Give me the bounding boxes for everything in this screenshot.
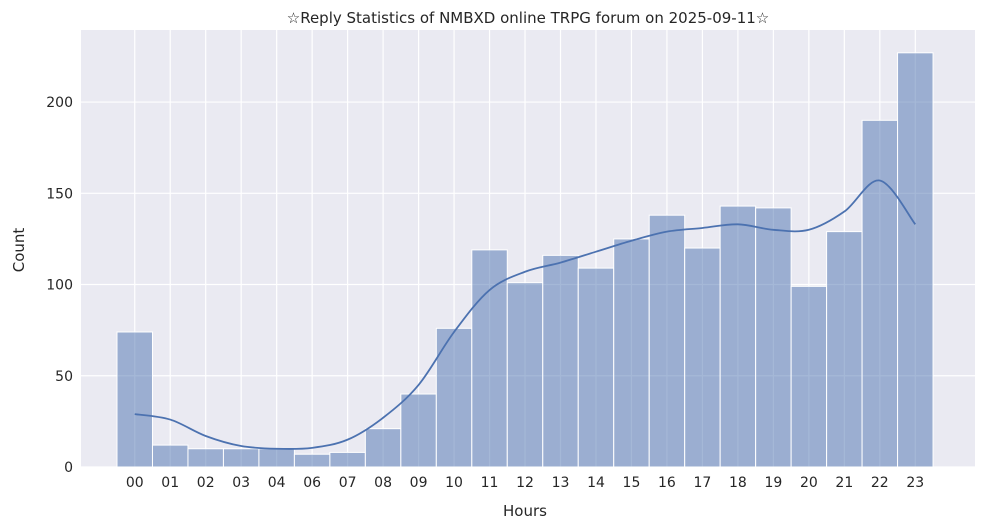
bar-16 xyxy=(648,214,686,468)
x-tick-label: 12 xyxy=(516,475,534,491)
x-tick-label: 03 xyxy=(232,475,250,491)
x-tick-label: 19 xyxy=(764,475,782,491)
bar-02 xyxy=(187,448,224,468)
y-tick-label: 50 xyxy=(55,369,73,385)
bar-22 xyxy=(861,119,899,468)
x-tick-label: 16 xyxy=(658,475,676,491)
bar-12 xyxy=(506,282,544,468)
x-tick-label: 06 xyxy=(303,475,321,491)
y-tick-label: 100 xyxy=(46,278,73,294)
x-tick-label: 02 xyxy=(197,475,215,491)
bar-10 xyxy=(435,327,473,468)
bar-17 xyxy=(684,247,721,468)
x-tick-label: 01 xyxy=(161,475,179,491)
x-tick-label: 13 xyxy=(552,475,570,491)
bar-00 xyxy=(116,331,153,468)
bar-21 xyxy=(826,231,863,468)
bar-19 xyxy=(755,207,792,468)
bar-14 xyxy=(577,267,615,468)
x-tick-label: 23 xyxy=(906,475,924,491)
x-tick-label: 18 xyxy=(729,475,747,491)
x-tick-label: 07 xyxy=(339,475,357,491)
chart-title: ☆Reply Statistics of NMBXD online TRPG f… xyxy=(287,9,770,27)
bar-01 xyxy=(151,444,189,468)
bar-08 xyxy=(364,428,402,468)
bar-04 xyxy=(258,448,295,468)
kde-line xyxy=(134,179,917,450)
x-tick-label: 09 xyxy=(410,475,428,491)
x-tick-label: 00 xyxy=(126,475,144,491)
y-tick-label: 150 xyxy=(46,186,73,202)
bar-15 xyxy=(613,238,650,468)
x-tick-label: 22 xyxy=(871,475,889,491)
bar-09 xyxy=(400,393,437,468)
x-tick-label: 15 xyxy=(623,475,641,491)
x-tick-label: 10 xyxy=(445,475,463,491)
x-tick-label: 17 xyxy=(694,475,712,491)
bar-03 xyxy=(222,448,260,468)
x-tick-label: 04 xyxy=(268,475,286,491)
bar-18 xyxy=(719,205,757,468)
y-tick-label: 0 xyxy=(64,460,73,476)
x-axis-label: Hours xyxy=(503,502,547,520)
bar-23 xyxy=(897,52,934,468)
x-tick-label: 08 xyxy=(374,475,392,491)
bar-13 xyxy=(542,254,579,468)
bar-06 xyxy=(293,453,331,468)
x-tick-label: 11 xyxy=(481,475,499,491)
bar-07 xyxy=(329,451,366,468)
x-tick-label: 20 xyxy=(800,475,818,491)
bar-20 xyxy=(790,285,828,468)
x-tick-label: 14 xyxy=(587,475,605,491)
y-tick-label: 200 xyxy=(46,95,73,111)
y-axis-label: Count xyxy=(10,228,28,273)
x-tick-label: 21 xyxy=(835,475,853,491)
